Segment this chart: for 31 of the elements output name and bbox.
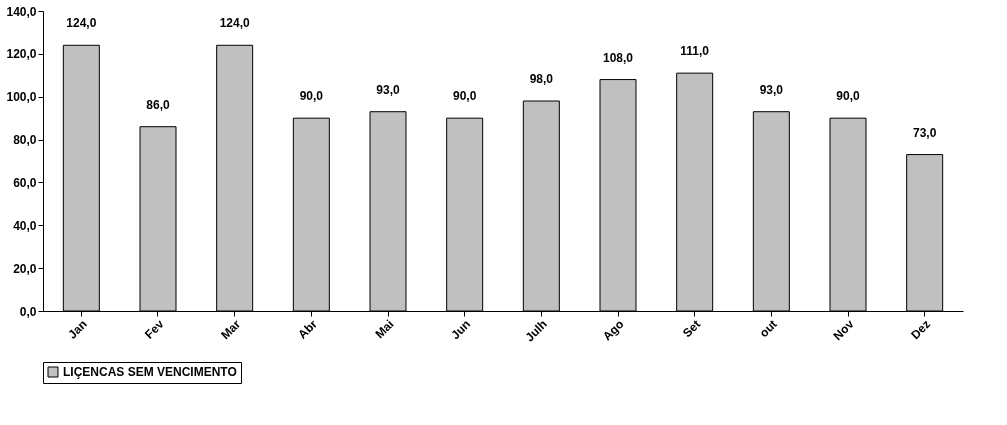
- data-label: 111,0: [680, 44, 710, 59]
- x-tick-label: Fev: [141, 316, 167, 342]
- data-label: 73,0: [912, 125, 937, 140]
- x-tick-label: Abr: [295, 316, 321, 342]
- data-label: 124,0: [66, 16, 97, 31]
- data-label: 90,0: [452, 89, 477, 104]
- x-tick-label: Jun: [448, 317, 474, 343]
- x-tick-label: Dez: [908, 317, 934, 343]
- data-label: 93,0: [376, 82, 400, 97]
- legend-label: LIÇENCAS SEM VENCIMENTO: [63, 365, 237, 379]
- y-tick-label: 60,0: [13, 175, 37, 190]
- y-tick-label: 80,0: [13, 133, 37, 148]
- data-label: 93,0: [759, 82, 784, 97]
- y-tick-label: 120,0: [6, 47, 37, 62]
- x-tick-label: Ago: [600, 317, 627, 344]
- y-tick-label: 0,0: [19, 304, 37, 319]
- data-label: 98,0: [529, 72, 554, 86]
- x-tick-label: Jan: [65, 317, 90, 342]
- x-tick-label: Set: [680, 317, 704, 341]
- data-label: 86,0: [146, 97, 170, 112]
- x-tick-label: Mar: [218, 316, 244, 343]
- y-tick-label: 20,0: [13, 261, 37, 276]
- data-label: 108,0: [602, 50, 634, 65]
- y-tick-label: 140,0: [6, 4, 37, 19]
- data-label: 124,0: [219, 16, 251, 31]
- y-tick-label: 40,0: [13, 218, 37, 233]
- x-tick-label: Mai: [372, 317, 397, 342]
- data-label: 90,0: [836, 89, 860, 104]
- y-tick-label: 100,0: [6, 90, 37, 105]
- x-tick-label: out: [756, 317, 780, 341]
- data-label: 90,0: [299, 89, 324, 104]
